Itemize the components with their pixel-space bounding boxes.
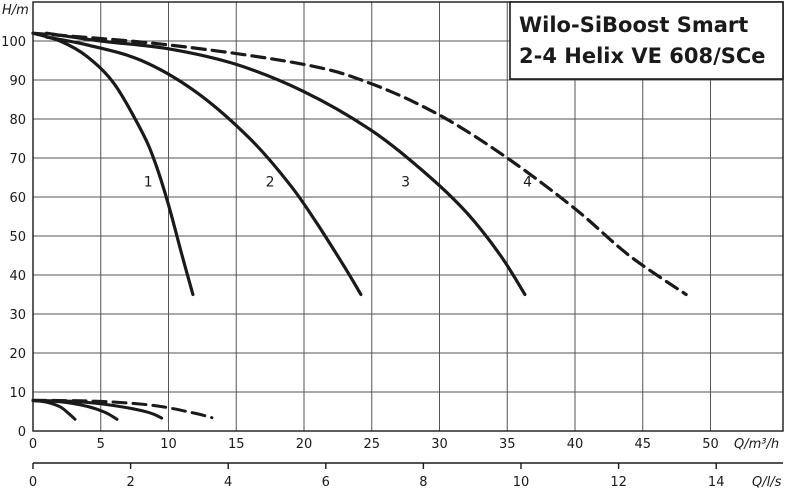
y-tick-label-60: 60 [9, 191, 26, 206]
x2-tick-label-14: 14 [708, 475, 725, 490]
low-curve-4 [31, 398, 214, 420]
x2-tick-label-4: 4 [224, 475, 232, 490]
curve-1 [31, 31, 195, 297]
x-ticks: 0 5 10 15 20 25 30 35 40 45 50 [29, 437, 719, 452]
curve-labels: 1 2 3 4 [144, 174, 532, 190]
x2-ticks: 0 2 4 6 8 10 12 14 [29, 463, 725, 490]
y-ticks: 0 10 20 30 40 50 60 70 80 90 100 [1, 35, 26, 440]
x-tick-label-45: 45 [634, 437, 651, 452]
curve-2 [44, 35, 363, 297]
x-axis-label: Q/m³/h [734, 437, 779, 452]
x2-tick-label-2: 2 [126, 475, 134, 490]
x-tick-label-15: 15 [228, 437, 245, 452]
y-tick-label-50: 50 [9, 230, 26, 245]
chart-title-line-1: Wilo-SiBoost Smart [519, 13, 748, 37]
y-tick-label-0: 0 [18, 425, 26, 440]
x2-tick-label-10: 10 [513, 475, 530, 490]
curve-3 [44, 31, 527, 297]
curve-label-2: 2 [266, 174, 275, 190]
x-tick-label-50: 50 [702, 437, 719, 452]
x2-tick-label-0: 0 [29, 475, 37, 490]
curves [31, 31, 688, 421]
x-tick-label-10: 10 [160, 437, 177, 452]
y-tick-label-70: 70 [9, 152, 26, 167]
y-tick-label-100: 100 [1, 35, 26, 50]
plot-frame [32, 1, 784, 432]
x-tick-label-0: 0 [29, 437, 37, 452]
y-tick-label-80: 80 [9, 113, 26, 128]
x-tick-label-35: 35 [499, 437, 516, 452]
y-tick-label-10: 10 [9, 386, 26, 401]
title-box: Wilo-SiBoost Smart 2-4 Helix VE 608/SCe [509, 1, 784, 80]
y-tick-label-20: 20 [9, 347, 26, 362]
curve-label-3: 3 [401, 174, 410, 190]
chart-title-line-2: 2-4 Helix VE 608/SCe [519, 44, 766, 68]
x-tick-label-5: 5 [97, 437, 105, 452]
y-tick-label-90: 90 [9, 74, 26, 89]
curve-4 [31, 31, 688, 297]
curve-label-1: 1 [144, 174, 153, 190]
curve-label-4: 4 [523, 174, 532, 190]
x2-axis-label: Q/l/s [752, 475, 782, 490]
x-tick-label-40: 40 [567, 437, 584, 452]
y-axis-label: H/m [2, 3, 29, 18]
x-tick-label-20: 20 [296, 437, 313, 452]
x-tick-label-30: 30 [431, 437, 448, 452]
x2-tick-label-12: 12 [610, 475, 627, 490]
x2-tick-label-6: 6 [322, 475, 330, 490]
x2-tick-label-8: 8 [419, 475, 427, 490]
y-tick-label-30: 30 [9, 308, 26, 323]
x-tick-label-25: 25 [363, 437, 380, 452]
y-tick-label-40: 40 [9, 269, 26, 284]
